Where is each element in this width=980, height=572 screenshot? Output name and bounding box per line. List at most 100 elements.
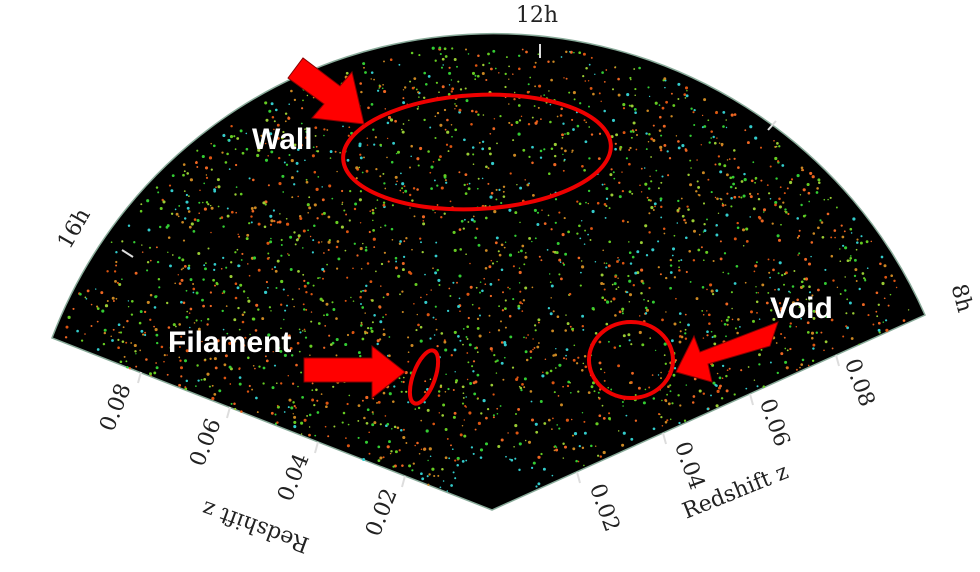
galaxy-dot — [576, 200, 579, 203]
galaxy-dot — [614, 147, 617, 151]
galaxy-dot — [855, 280, 858, 282]
galaxy-dot — [508, 253, 513, 257]
galaxy-dot — [760, 348, 763, 351]
galaxy-dot — [423, 401, 426, 404]
galaxy-dot — [625, 157, 628, 160]
galaxy-dot — [420, 448, 423, 450]
galaxy-dot — [106, 300, 109, 302]
galaxy-dot — [341, 203, 343, 205]
galaxy-dot — [418, 96, 420, 98]
galaxy-dot — [843, 230, 846, 233]
galaxy-dot — [730, 196, 733, 200]
galaxy-dot — [663, 143, 667, 147]
galaxy-dot — [368, 452, 371, 455]
galaxy-dot — [520, 249, 523, 253]
galaxy-dot — [416, 441, 419, 445]
galaxy-dot — [711, 336, 714, 339]
galaxy-dot — [133, 241, 136, 244]
galaxy-dot — [621, 400, 624, 404]
galaxy-dot — [256, 153, 260, 158]
galaxy-dot — [856, 241, 859, 244]
galaxy-dot — [628, 149, 631, 151]
galaxy-dot — [583, 355, 587, 358]
galaxy-dot — [626, 220, 629, 224]
galaxy-dot — [698, 233, 701, 236]
galaxy-dot — [359, 295, 362, 299]
galaxy-dot — [488, 265, 492, 269]
galaxy-dot — [444, 128, 447, 131]
galaxy-dot — [436, 204, 439, 206]
annotation: Void — [770, 292, 833, 325]
galaxy-dot — [812, 347, 815, 350]
galaxy-dot — [572, 128, 575, 131]
galaxy-dot — [305, 136, 308, 139]
galaxy-dot — [432, 161, 435, 163]
galaxy-dot — [298, 328, 301, 331]
galaxy-dot — [811, 359, 815, 363]
galaxy-dot — [592, 92, 595, 96]
galaxy-dot — [293, 98, 297, 102]
galaxy-dot — [209, 204, 212, 207]
galaxy-dot — [609, 173, 613, 177]
galaxy-dot — [526, 90, 530, 94]
galaxy-dot — [499, 115, 502, 118]
galaxy-dot — [174, 282, 177, 285]
galaxy-dot — [640, 268, 644, 272]
galaxy-dot — [288, 254, 290, 257]
tick-label: 0.02 — [361, 485, 403, 540]
galaxy-dot — [858, 343, 860, 346]
galaxy-dot — [401, 268, 405, 272]
galaxy-dot — [379, 456, 383, 460]
galaxy-dot — [272, 351, 274, 353]
galaxy-dot — [678, 421, 681, 425]
galaxy-dot — [726, 323, 729, 326]
galaxy-dot — [424, 273, 426, 276]
galaxy-dot — [202, 304, 205, 308]
galaxy-dot — [382, 328, 385, 331]
galaxy-dot — [634, 88, 637, 91]
galaxy-dot — [391, 204, 394, 207]
galaxy-dot — [441, 414, 445, 417]
galaxy-dot — [419, 237, 422, 240]
galaxy-dot — [722, 271, 724, 274]
galaxy-dot — [676, 222, 679, 224]
galaxy-dot — [155, 186, 159, 189]
galaxy-dot — [744, 129, 747, 132]
galaxy-dot — [636, 250, 640, 254]
galaxy-dot — [412, 462, 415, 465]
galaxy-dot — [722, 125, 725, 128]
galaxy-dot — [451, 448, 454, 451]
galaxy-dot — [228, 365, 232, 369]
galaxy-dot — [347, 134, 350, 137]
galaxy-dot — [757, 197, 761, 201]
galaxy-dot — [411, 199, 414, 202]
galaxy-dot — [409, 166, 411, 169]
galaxy-dot — [472, 370, 475, 373]
galaxy-dot — [288, 334, 291, 338]
galaxy-dot — [475, 286, 478, 289]
galaxy-dot — [322, 270, 326, 273]
galaxy-dot — [512, 139, 515, 142]
galaxy-dot — [713, 141, 717, 145]
galaxy-dot — [748, 192, 752, 196]
galaxy-dot — [452, 230, 456, 234]
galaxy-dot — [658, 129, 662, 132]
galaxy-dot — [79, 292, 82, 296]
galaxy-dot — [146, 260, 150, 264]
galaxy-dot — [289, 235, 293, 239]
galaxy-dot — [494, 67, 497, 70]
galaxy-dot — [654, 101, 658, 105]
galaxy-dot — [380, 226, 382, 229]
galaxy-dot — [470, 218, 474, 222]
galaxy-dot — [259, 142, 263, 145]
galaxy-dot — [796, 236, 799, 239]
galaxy-dot — [405, 237, 408, 240]
galaxy-dot — [695, 190, 698, 193]
galaxy-dot — [391, 428, 393, 430]
galaxy-dot — [791, 301, 796, 305]
galaxy-dot — [321, 213, 324, 216]
galaxy-dot — [615, 133, 619, 137]
galaxy-dot — [206, 372, 210, 376]
galaxy-dot — [414, 408, 417, 410]
galaxy-dot — [661, 106, 665, 110]
